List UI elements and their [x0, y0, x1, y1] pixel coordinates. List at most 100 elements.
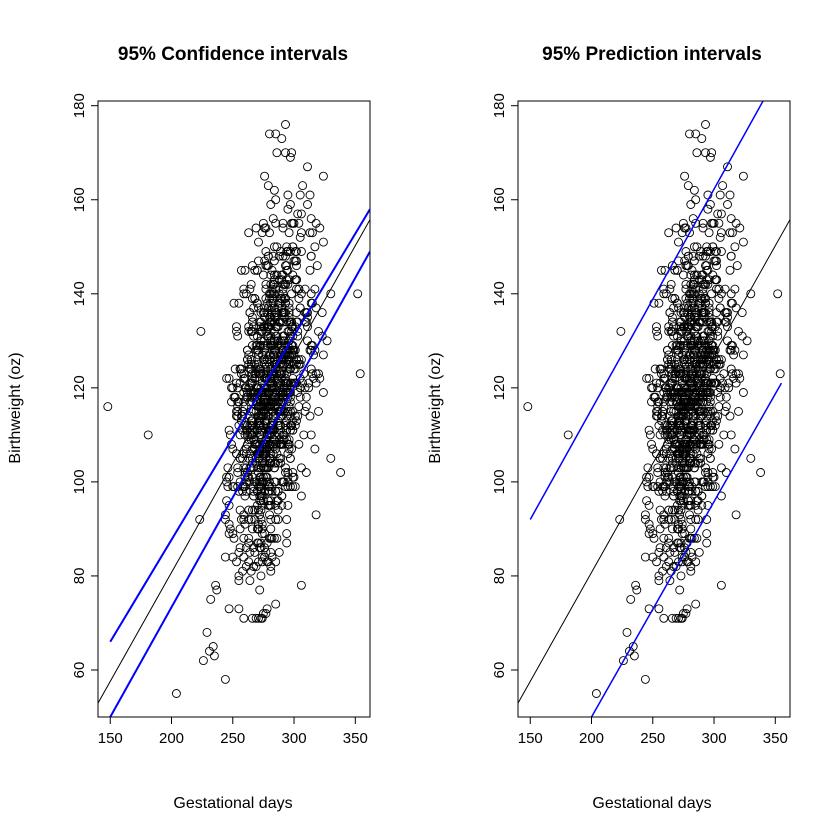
data-point [283, 468, 293, 477]
data-point [654, 547, 664, 557]
data-point [256, 421, 266, 430]
data-point [292, 355, 301, 365]
data-point [680, 223, 690, 233]
data-point [726, 364, 736, 374]
data-point [703, 341, 713, 350]
data-point [278, 336, 288, 346]
data-point [266, 425, 276, 435]
data-point [712, 256, 721, 266]
data-point [281, 388, 290, 397]
data-point [705, 411, 715, 421]
data-point [707, 148, 717, 158]
y-tick-label: 180 [491, 93, 508, 118]
data-point [267, 378, 277, 388]
data-point [307, 369, 317, 379]
data-point [277, 477, 287, 487]
data-point [251, 562, 261, 571]
data-point [691, 411, 701, 421]
data-point [714, 218, 724, 228]
data-point [249, 322, 259, 332]
data-point [244, 326, 254, 336]
data-point [696, 294, 706, 303]
data-point [288, 472, 298, 482]
data-point [712, 284, 721, 294]
data-point [680, 449, 690, 459]
data-point [285, 482, 295, 492]
data-point [318, 350, 328, 360]
data-point [707, 326, 717, 336]
data-point [282, 515, 292, 524]
data-point [284, 402, 294, 412]
data-point [290, 411, 300, 421]
data-point [672, 439, 682, 449]
data-point [666, 326, 676, 336]
data-point [243, 388, 252, 397]
data-point [283, 406, 293, 416]
data-point [285, 411, 295, 421]
data-point [269, 303, 279, 313]
data-point [629, 651, 639, 661]
data-point [686, 270, 696, 280]
x-tick-label: 300 [702, 730, 727, 747]
data-point [672, 298, 682, 308]
right-panel: 95% Prediction intervals Gestational day… [427, 44, 791, 812]
data-point [266, 515, 276, 524]
data-point [281, 463, 290, 473]
data-point [254, 557, 263, 567]
data-point [267, 265, 277, 275]
data-point [265, 129, 274, 139]
data-point [261, 477, 271, 487]
right-y-axis-label: Birthweight (oz) [427, 352, 444, 463]
data-point [678, 322, 688, 332]
data-point [701, 120, 710, 129]
data-point [702, 378, 712, 388]
data-point [659, 388, 669, 397]
data-point [256, 515, 266, 524]
data-point [282, 265, 292, 275]
data-point [650, 364, 660, 374]
data-point [704, 228, 714, 238]
data-point [267, 284, 277, 294]
data-point [294, 218, 304, 228]
data-point [694, 547, 704, 557]
left-y-axis-label: Birthweight (oz) [7, 352, 24, 463]
x-tick-label: 200 [579, 730, 604, 747]
data-point [720, 317, 730, 327]
data-point [260, 355, 270, 365]
data-point [645, 430, 655, 440]
data-point [304, 383, 314, 393]
data-point [284, 228, 294, 238]
data-point [281, 373, 290, 383]
data-point [682, 298, 692, 308]
data-point [738, 237, 748, 247]
data-point [707, 317, 717, 327]
data-point [255, 322, 265, 332]
data-point [255, 543, 265, 553]
data-point [710, 411, 720, 421]
data-point [241, 392, 251, 402]
data-point [674, 237, 683, 247]
data-point [312, 261, 322, 271]
data-point [254, 538, 263, 548]
data-point [707, 341, 717, 350]
data-point [224, 529, 234, 539]
data-point [667, 317, 677, 327]
x-tick-label: 350 [343, 730, 368, 747]
data-point [232, 378, 241, 388]
data-point [294, 439, 304, 449]
data-point [726, 251, 736, 261]
data-point [663, 345, 672, 355]
data-point [276, 397, 286, 407]
data-point [664, 557, 674, 567]
data-point [250, 435, 260, 445]
data-point [694, 251, 704, 261]
data-point [293, 388, 303, 397]
data-point [703, 477, 713, 487]
data-point [288, 482, 298, 492]
y-tick-label: 80 [491, 568, 508, 585]
data-point [686, 566, 696, 576]
data-point [271, 486, 281, 496]
data-point [661, 477, 671, 487]
data-point [701, 421, 710, 430]
data-point [716, 580, 726, 590]
